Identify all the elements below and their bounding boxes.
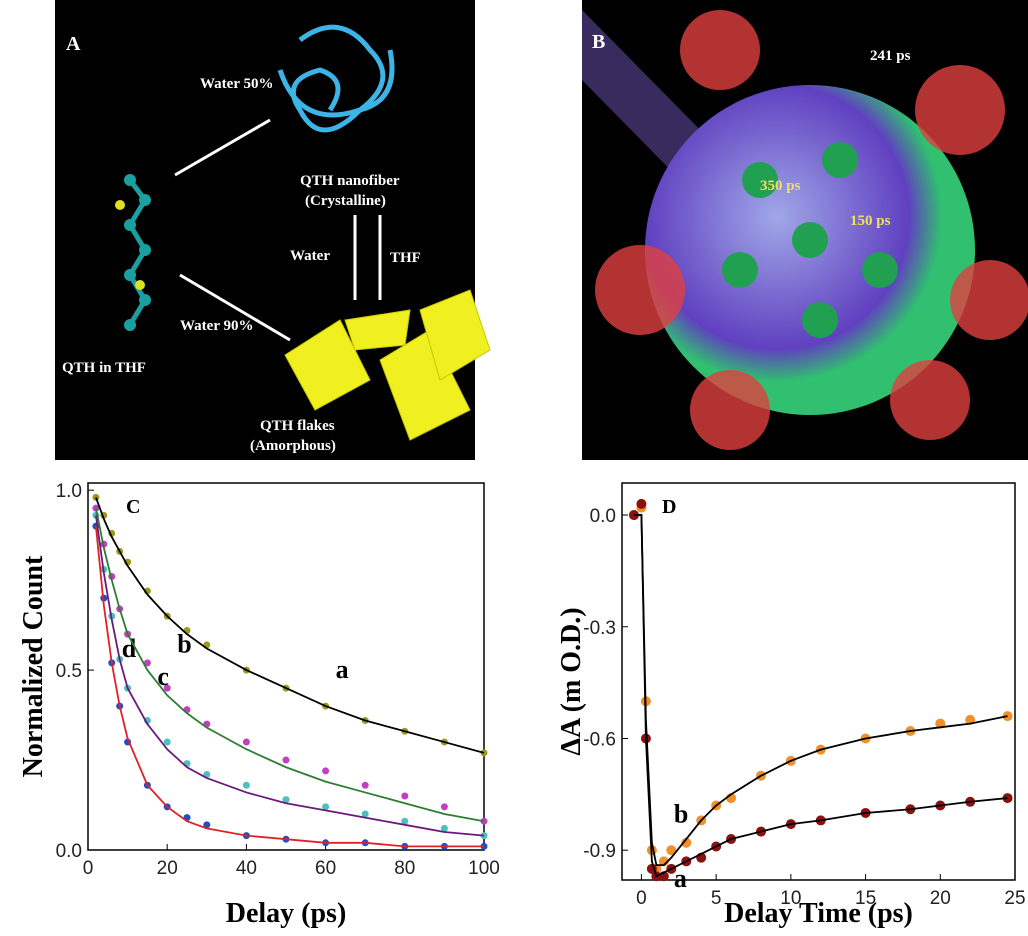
label: THF bbox=[390, 250, 421, 266]
label: 241 ps bbox=[870, 48, 911, 64]
y-tick-label: -0.9 bbox=[583, 841, 616, 862]
y-axis-label: Normalized Count bbox=[18, 555, 49, 777]
label: Water bbox=[290, 248, 330, 264]
x-tick-label: 20 bbox=[157, 858, 178, 879]
y-tick-label: 1.0 bbox=[56, 481, 82, 502]
label: QTH flakes bbox=[260, 418, 335, 434]
x-tick-label: 20 bbox=[930, 888, 951, 909]
x-tick-label: 25 bbox=[1004, 888, 1025, 909]
figure: A Water 50% QTH nanofiber (Crystalline) … bbox=[0, 0, 1028, 931]
label: QTH nanofiber bbox=[300, 173, 400, 189]
series-label: b bbox=[177, 630, 191, 659]
y-tick-label: 0.5 bbox=[56, 661, 82, 682]
series-label: b bbox=[674, 800, 688, 829]
x-tick-label: 60 bbox=[315, 858, 336, 879]
x-tick-label: 80 bbox=[394, 858, 415, 879]
fit-line bbox=[96, 515, 484, 835]
x-axis-label: Delay Time (ps) bbox=[724, 898, 913, 929]
x-tick-label: 0 bbox=[83, 858, 94, 879]
plot-frame bbox=[88, 483, 484, 850]
panel-letter: C bbox=[126, 496, 140, 518]
data-point bbox=[243, 782, 250, 789]
data-point bbox=[283, 757, 290, 764]
panel-a: A Water 50% QTH nanofiber (Crystalline) … bbox=[55, 0, 490, 460]
data-point bbox=[401, 793, 408, 800]
y-tick-label: -0.6 bbox=[583, 729, 616, 750]
label: Water 50% bbox=[200, 76, 273, 92]
panel-b: 241 ps 350 ps 150 ps B bbox=[582, 0, 1028, 460]
data-point bbox=[243, 739, 250, 746]
fit-line bbox=[96, 497, 484, 752]
y-tick-label: -0.3 bbox=[583, 618, 616, 639]
page: A Water 50% QTH nanofiber (Crystalline) … bbox=[0, 0, 1028, 936]
fit-line bbox=[96, 526, 484, 846]
label: (Amorphous) bbox=[250, 438, 336, 454]
data-point bbox=[441, 803, 448, 810]
fit-line bbox=[96, 508, 484, 821]
x-axis-label: Delay (ps) bbox=[226, 898, 347, 929]
label: 150 ps bbox=[850, 213, 891, 229]
label: (Crystalline) bbox=[305, 193, 386, 209]
data-point bbox=[362, 782, 369, 789]
label: QTH in THF bbox=[62, 360, 146, 376]
data-point bbox=[322, 767, 329, 774]
label: Water 90% bbox=[180, 318, 253, 334]
series-label: c bbox=[157, 662, 169, 691]
series-label: a bbox=[336, 655, 349, 684]
x-tick-label: 5 bbox=[711, 888, 722, 909]
panel-letter: B bbox=[592, 31, 605, 53]
fit-line bbox=[634, 515, 1008, 865]
data-point bbox=[636, 499, 646, 509]
data-point bbox=[164, 739, 171, 746]
label: 350 ps bbox=[760, 178, 801, 194]
x-tick-label: 0 bbox=[636, 888, 647, 909]
panel-letter: A bbox=[66, 33, 81, 55]
panel-letter: D bbox=[662, 496, 676, 518]
y-tick-label: 0.0 bbox=[590, 506, 616, 527]
x-tick-label: 100 bbox=[468, 858, 500, 879]
y-tick-label: 0.0 bbox=[56, 841, 82, 862]
x-tick-label: 40 bbox=[236, 858, 257, 879]
y-axis-label: ΔA (m O.D.) bbox=[556, 607, 587, 755]
